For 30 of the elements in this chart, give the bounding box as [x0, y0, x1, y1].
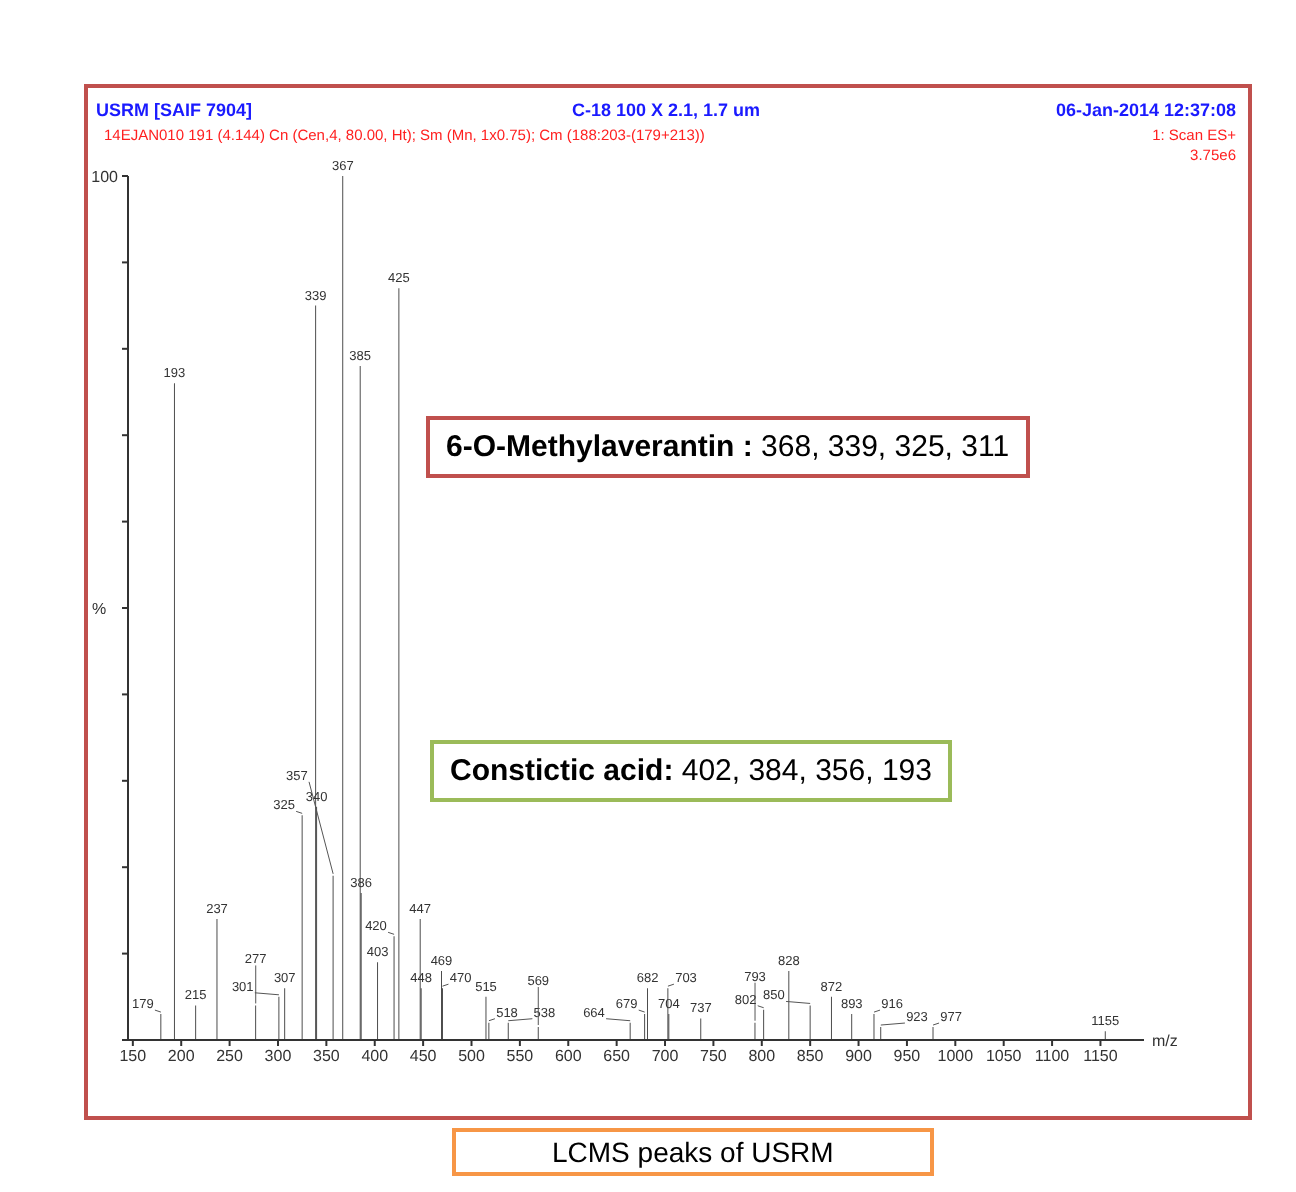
x-tick-label: 800: [748, 1047, 777, 1066]
y-tick-label: 100: [91, 167, 120, 186]
text: 06-Jan-2014 12:37:08: [1055, 100, 1236, 120]
chart-title: USRM [SAIF 7904]: [96, 100, 253, 120]
annotation: Constictic acid: 402, 384, 356, 193: [450, 754, 932, 788]
x-tick-label: 500: [458, 1047, 486, 1066]
x-tick-label: 300: [264, 1047, 293, 1066]
x-axis-title: m/z: [1152, 1031, 1178, 1050]
x-tick-label: 750: [700, 1047, 728, 1066]
x-tick-label: 350: [313, 1047, 341, 1066]
x-tick-label: 150: [119, 1047, 148, 1066]
x-tick-label: 1050: [985, 1047, 1023, 1066]
x-tick-label: 1000: [937, 1047, 975, 1066]
y-axis-title: %: [92, 599, 107, 618]
x-tick-label: 250: [216, 1047, 245, 1066]
x-tick-label: 200: [167, 1047, 196, 1066]
x-tick-label: 1100: [1034, 1047, 1071, 1066]
x-tick-label: 550: [506, 1047, 535, 1066]
x-tick-label: 950: [893, 1047, 922, 1066]
x-tick-label: 700: [651, 1047, 680, 1066]
x-tick-label: 1150: [1083, 1047, 1119, 1066]
x-tick-label: 450: [409, 1047, 438, 1066]
text: LCMS peaks of USRM: [552, 1136, 834, 1168]
x-tick-label: 400: [361, 1047, 390, 1066]
chart-subtitle: C-18 100 X 2.1, 1.7 um: [571, 100, 761, 120]
x-tick-label: 650: [603, 1047, 632, 1066]
x-tick-label: 600: [554, 1047, 583, 1066]
annotation: 6-O-Methylaverantin : 368, 339, 325, 311: [446, 430, 1010, 464]
x-tick-label: 850: [796, 1047, 825, 1066]
x-tick-label: 900: [845, 1047, 873, 1066]
